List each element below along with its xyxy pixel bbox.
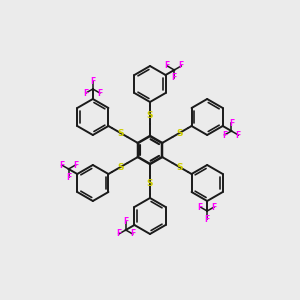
Text: S: S — [117, 163, 124, 172]
Text: F: F — [73, 160, 78, 169]
Text: F: F — [222, 130, 227, 140]
Text: F: F — [205, 214, 210, 224]
Text: F: F — [229, 118, 234, 127]
Text: F: F — [212, 202, 217, 211]
Text: F: F — [198, 202, 203, 211]
Text: S: S — [147, 179, 153, 188]
Text: S: S — [117, 128, 124, 137]
Text: F: F — [130, 230, 135, 238]
Text: S: S — [176, 163, 183, 172]
Text: F: F — [97, 88, 102, 98]
Text: F: F — [172, 74, 177, 82]
Text: F: F — [165, 61, 170, 70]
Text: F: F — [59, 160, 64, 169]
Text: F: F — [178, 61, 184, 70]
Text: F: F — [123, 218, 128, 226]
Text: F: F — [83, 88, 88, 98]
Text: F: F — [236, 130, 241, 140]
Text: F: F — [116, 230, 122, 238]
Text: F: F — [66, 172, 71, 182]
Text: S: S — [176, 128, 183, 137]
Text: F: F — [90, 76, 95, 85]
Text: S: S — [147, 112, 153, 121]
